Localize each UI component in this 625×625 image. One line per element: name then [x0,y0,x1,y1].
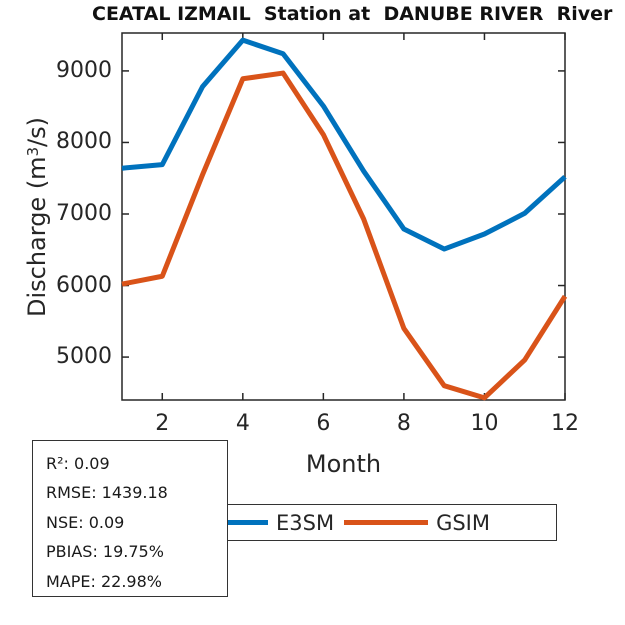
stat-pbias: PBIAS: 19.75% [46,542,164,562]
series-line-gsim [121,70,568,401]
y-tick-label-9000: 9000 [56,57,112,83]
series-line-e3sm [121,37,567,252]
x-tick-label-8: 8 [396,411,411,436]
y-axis-label-superscript: 3 [23,146,42,157]
y-tick-label-8000: 8000 [56,129,112,155]
stats-box: R²: 0.09 RMSE: 1439.18 NSE: 0.09 PBIAS: … [32,440,228,597]
x-tick-label-6: 6 [316,411,331,436]
y-axis-label: Discharge (m3/s) [23,67,53,367]
stat-r2: R²: 0.09 [46,454,110,473]
y-tick-label-5000: 5000 [56,344,112,370]
y-tick-label-6000: 6000 [56,272,112,298]
x-tick-label-10: 10 [470,411,499,436]
axes-box [121,32,566,401]
stat-mape: MAPE: 22.98% [46,571,162,591]
y-axis-label-prefix: Discharge (m [23,156,51,318]
legend: E3SM GSIM [170,504,557,541]
legend-label-e3sm: E3SM [276,510,335,535]
y-tick-label-7000: 7000 [56,200,112,226]
x-tick-label-4: 4 [235,411,250,436]
stat-rmse: RMSE: 1439.18 [46,483,168,503]
y-axis-label-suffix: /s) [23,117,51,147]
x-axis-label: Month [305,450,382,478]
x-tick-label-12: 12 [551,411,579,436]
x-tick-label-2: 2 [155,411,170,436]
stat-nse: NSE: 0.09 [46,512,125,532]
legend-entry-gsim: GSIM [344,511,490,535]
legend-line-sample-gsim [344,520,429,525]
legend-label-gsim: GSIM [436,510,490,535]
